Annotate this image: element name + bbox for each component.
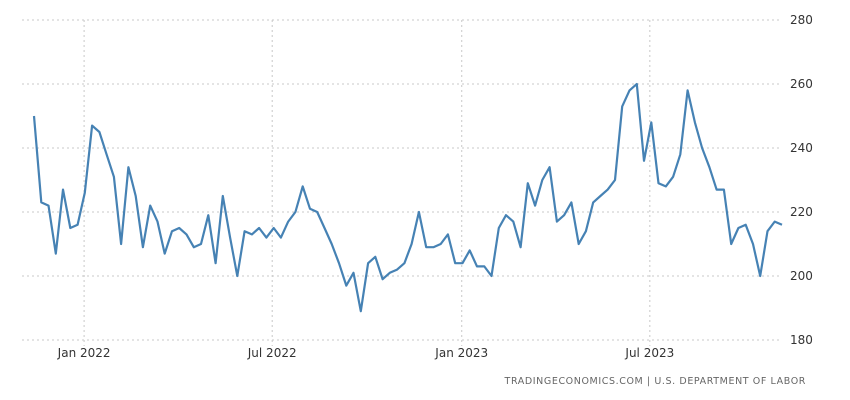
gridlines	[22, 19, 780, 346]
x-tick-label: Jul 2023	[624, 346, 674, 360]
y-tick-label: 180	[790, 333, 813, 347]
source-attribution: TRADINGECONOMICS.COM | U.S. DEPARTMENT O…	[504, 376, 806, 387]
x-axis-ticks: Jan 2022 Jul 2022 Jan 2023 Jul 2023	[57, 346, 675, 360]
x-tick-label: Jul 2022	[247, 346, 297, 360]
y-tick-label: 260	[790, 77, 813, 91]
y-tick-label: 220	[790, 205, 813, 219]
x-tick-label: Jan 2022	[57, 346, 111, 360]
y-tick-label: 280	[790, 13, 813, 27]
y-tick-label: 200	[790, 269, 813, 283]
x-tick-label: Jan 2023	[434, 346, 488, 360]
y-tick-label: 240	[790, 141, 813, 155]
y-axis-ticks: 180 200 220 240 260 280	[790, 13, 813, 347]
series-line	[32, 82, 783, 313]
